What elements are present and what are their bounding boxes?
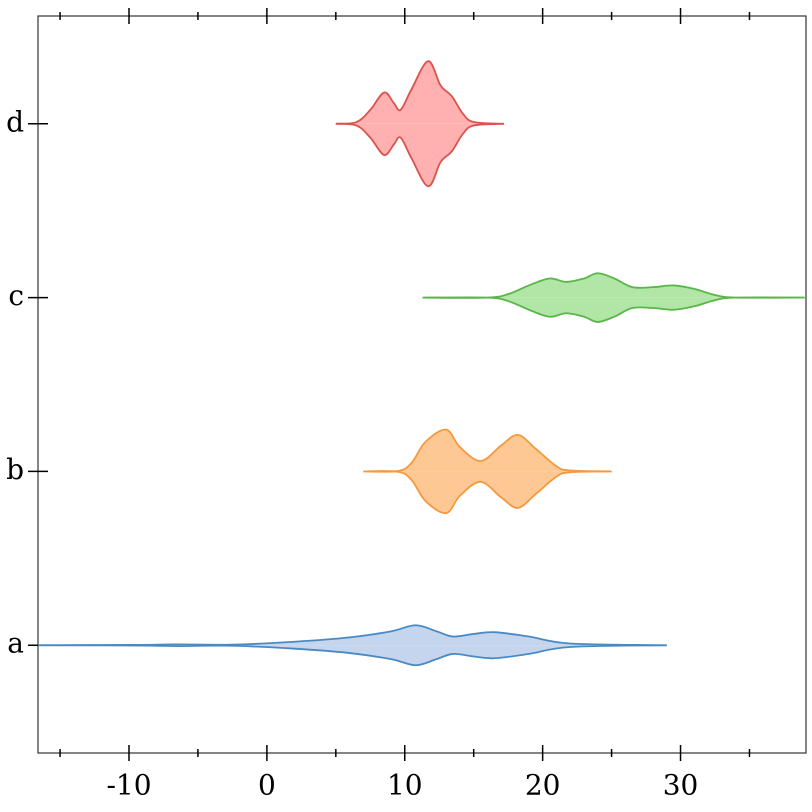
violin-upper bbox=[37, 624, 667, 647]
violin-lower bbox=[37, 644, 667, 667]
violin-upper bbox=[422, 272, 805, 299]
x-tick-label: 0 bbox=[258, 769, 276, 802]
y-tick-label: d bbox=[6, 105, 24, 138]
violin-upper bbox=[335, 60, 505, 125]
y-tick-label: a bbox=[7, 627, 24, 660]
plot-frame bbox=[37, 15, 807, 754]
y-tick-label: b bbox=[6, 453, 24, 486]
x-tick-label: 30 bbox=[663, 769, 699, 802]
x-tick-label: 10 bbox=[387, 769, 423, 802]
x-tick-label: 20 bbox=[525, 769, 561, 802]
violin-upper bbox=[363, 428, 612, 473]
violin-lower bbox=[363, 470, 612, 515]
violin-lower bbox=[422, 296, 805, 323]
violin-lower bbox=[335, 122, 505, 188]
x-tick-label: -10 bbox=[106, 769, 151, 802]
y-tick-label: c bbox=[8, 279, 24, 312]
